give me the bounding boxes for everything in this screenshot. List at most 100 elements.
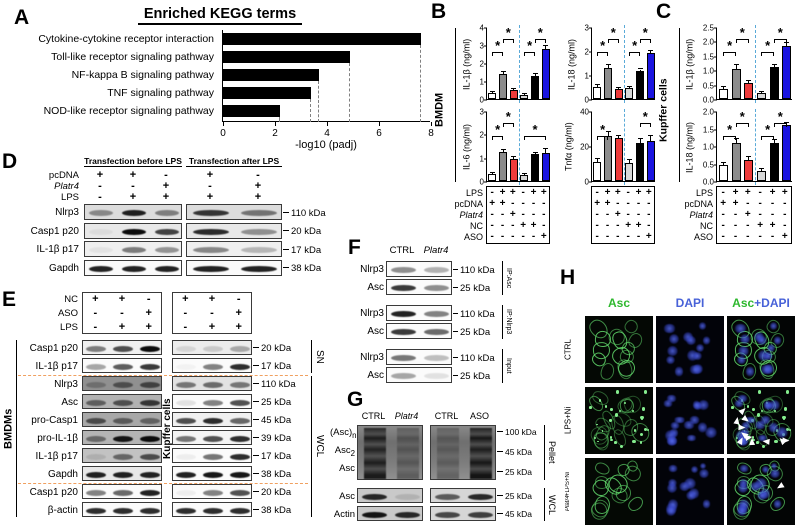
condition-cell: + [769, 186, 776, 198]
nucleus [733, 400, 745, 407]
wb-blot [172, 430, 252, 445]
condition-row-label: ASO [57, 308, 78, 319]
error-bar [650, 51, 652, 54]
wb-band [193, 210, 229, 216]
oligomer-label: Asc2 [330, 445, 355, 458]
wb-row-label: Nlrp3 [360, 264, 384, 275]
condition-cell: - [595, 220, 599, 232]
nucleus [698, 421, 707, 433]
condition-symbol: - [93, 321, 98, 333]
significance-star: * [505, 109, 511, 124]
condition-row-label: LPS [695, 187, 713, 198]
mw-label: 45 kDa [505, 447, 532, 457]
kegg-bar-chart: Cytokine-cytokine receptor interaction To… [38, 30, 434, 139]
kegg-x-tick-mark [274, 122, 276, 126]
bar-chart-kupffer-il1b: 0.0 0.5 1.0 1.5 2.0 2.5 IL-1β (ng/ml) * * * * [685, 24, 792, 105]
micrograph [656, 458, 724, 525]
group-divider-dashed [519, 109, 520, 185]
error-bar-cap [543, 45, 549, 47]
bar [731, 142, 741, 181]
wb-band [176, 399, 197, 406]
condition-cell: + [635, 186, 642, 198]
wb-blot [172, 358, 252, 373]
error-bar [760, 92, 762, 94]
mw-label: 110 kDa [291, 207, 326, 219]
condition-cell: - [500, 231, 505, 243]
cell-type-label-kupffer: Kupffer cells [657, 78, 670, 142]
condition-cell: + [781, 186, 788, 198]
wb-band [86, 471, 107, 478]
kegg-title-wrap: Enriched KEGG terms [95, 5, 345, 25]
wb-band [113, 417, 133, 424]
mw-tick [253, 419, 259, 421]
condition-cell: - [531, 209, 536, 220]
speck-arrowhead [738, 424, 746, 431]
significance-star: * [600, 122, 606, 137]
y-axis-label: IL-1β (ng/ml) [461, 38, 472, 90]
nucleus [693, 352, 702, 361]
wb-band [139, 381, 160, 388]
nucleus [766, 344, 775, 353]
nucleus [665, 430, 677, 441]
bar-chart-bmdm-il1b: 0 1 2 3 4 IL-1β (ng/ml) * * * * [462, 24, 550, 105]
ip-group-bracket [502, 261, 504, 295]
wb-band [203, 507, 223, 514]
significance-star: * [532, 122, 538, 137]
error-bar [596, 85, 598, 87]
asc-speck [782, 416, 786, 420]
wb-band [113, 453, 133, 460]
condition-symbol: - [256, 169, 260, 181]
wb-band [139, 363, 160, 370]
panel-label-c: C [656, 0, 672, 23]
wb-band [139, 471, 160, 478]
smear-lane [396, 428, 419, 479]
condition-row-label: pcDNA [48, 170, 79, 181]
y-tick-label: 1 [584, 71, 589, 81]
nucleus [760, 365, 773, 374]
condition-cell: - [626, 209, 630, 220]
image-row-label-part: +LPS+Ni [565, 471, 571, 496]
wb-blot [386, 367, 452, 383]
wb-band [113, 363, 133, 370]
asc-speck [781, 441, 785, 444]
wb-band [203, 435, 223, 442]
wb-blot [186, 241, 282, 257]
y-tick-mark [589, 99, 592, 101]
wb-band [203, 417, 223, 424]
condition-cell: - [490, 220, 494, 232]
nucleus [665, 355, 675, 365]
condition-cell: - [758, 186, 762, 198]
ip-group-bracket [502, 349, 504, 383]
asc-speck [783, 407, 787, 411]
nucleus [698, 399, 709, 411]
fraction-bracket-line [544, 425, 546, 480]
bar [636, 71, 644, 99]
wb-band [86, 381, 107, 388]
mw-tick [253, 455, 259, 457]
nucleus [703, 499, 711, 509]
error-bar-cap [637, 68, 643, 70]
error-bar [491, 172, 493, 174]
bar [488, 174, 497, 181]
mw-label: 17 kDa [291, 244, 322, 256]
mw-label: 25 kDa [505, 467, 532, 477]
condition-row-label: ASO [693, 232, 713, 243]
condition-cell: + [604, 197, 611, 209]
wcl-bracket-line [311, 376, 313, 517]
condition-cell: + [635, 220, 642, 232]
oligomer-subscript: n [352, 430, 357, 440]
wcl-fraction-label: WCL [314, 435, 325, 458]
wb-band [86, 435, 107, 442]
bmdm-bracket-line [455, 28, 457, 182]
significance-star: * [632, 38, 638, 53]
y-tick-mark [714, 70, 717, 72]
error-bar [513, 88, 515, 90]
nucleus [764, 352, 773, 361]
condition-cell: + [540, 231, 547, 243]
micrograph [727, 316, 795, 383]
wb-band [203, 489, 223, 496]
nucleus [756, 335, 768, 345]
condition-cell: - [542, 197, 546, 209]
image-row-label-part: Platr4 [565, 495, 571, 512]
mw-label: 110 kDa [460, 264, 495, 276]
